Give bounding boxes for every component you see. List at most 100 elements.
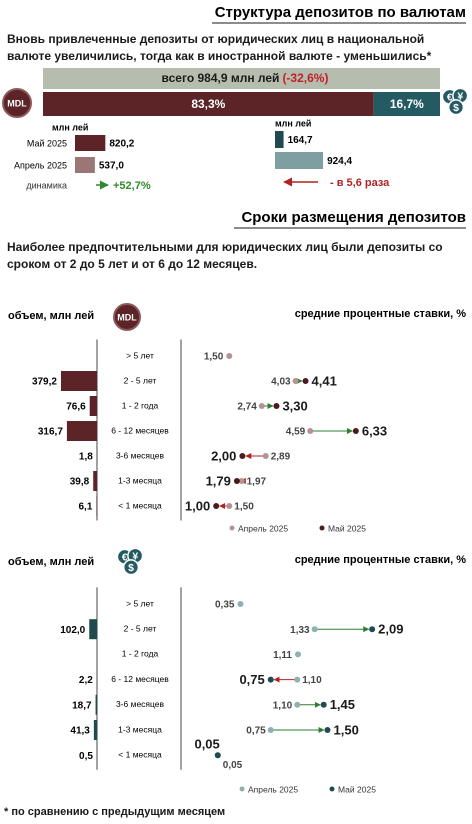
legend-dot <box>229 525 235 531</box>
rate-value: 1,45 <box>330 697 355 712</box>
terms-text: Наиболее предпочтительными для юридическ… <box>7 240 443 271</box>
bar <box>275 152 324 169</box>
category-label: < 1 месяца <box>118 749 162 759</box>
total-change: (-32,6%) <box>282 71 328 85</box>
rate-dot <box>352 428 359 434</box>
volume-value: 316,7 <box>38 427 63 438</box>
value-label: 537,0 <box>99 161 124 172</box>
rate-value: 1,00 <box>185 498 210 513</box>
legend-label: Апрель 2025 <box>238 523 288 533</box>
rate-value: 1,50 <box>234 502 254 513</box>
volume-bar <box>89 619 97 640</box>
category-label: 3-6 месяцев <box>116 450 165 460</box>
rate-value: 1,10 <box>273 700 293 711</box>
volume-bar <box>93 471 97 491</box>
category-label: 1-3 месяца <box>118 475 162 485</box>
volume-bar <box>96 496 97 516</box>
rate-value: 4,59 <box>286 427 306 438</box>
legend-label: Май 2025 <box>328 523 366 533</box>
category-label: 1 - 2 года <box>122 400 159 410</box>
fx-icon-text: $ <box>128 562 134 574</box>
fx-icon-text: $ <box>453 102 459 114</box>
legend-label: Май 2025 <box>338 784 376 794</box>
volume-bar <box>66 421 97 441</box>
total-text: всего 984,9 млн лей (-32,6%) <box>162 71 329 85</box>
rate-label: средние процентные ставки, % <box>295 308 466 320</box>
rate-dot <box>233 478 240 484</box>
rate-value: 2,74 <box>237 402 257 413</box>
rate-value: 0,75 <box>239 672 264 687</box>
rate-value: 0,75 <box>246 726 266 737</box>
mdl-icon <box>113 303 141 331</box>
category-label: 1 - 2 года <box>122 649 159 659</box>
fx-icon <box>122 559 140 576</box>
rate-dot <box>302 378 309 384</box>
rate-dot <box>273 403 280 409</box>
volume-label: объем, млн лей <box>8 556 94 568</box>
rate-dot <box>226 353 233 359</box>
rate-value: 1,10 <box>302 675 322 686</box>
rate-dot <box>267 676 274 683</box>
rate-value: 1,79 <box>206 473 231 488</box>
rate-value: 0,05 <box>223 760 243 771</box>
rate-dot <box>324 727 331 733</box>
share-label: 83,3% <box>191 97 225 111</box>
volume-value: 102,0 <box>60 625 85 636</box>
share-label: 16,7% <box>390 97 424 111</box>
legend-dot <box>329 786 335 792</box>
volume-value: 1,8 <box>79 452 93 463</box>
volume-value: 0,5 <box>79 751 93 762</box>
volume-value: 18,7 <box>72 700 92 711</box>
category-label: Май 2025 <box>27 138 67 148</box>
fx-icon-text: € <box>447 92 453 104</box>
rate-dot <box>294 676 301 683</box>
rate-dot <box>267 727 274 733</box>
legend-dot <box>239 786 245 792</box>
category-label: 6 - 12 месяцев <box>111 674 169 684</box>
rate-dot <box>258 403 265 409</box>
rate-value: 4,41 <box>312 373 337 388</box>
rate-dot <box>369 626 376 633</box>
rate-value: 1,50 <box>334 722 359 737</box>
rate-value: 0,35 <box>215 600 235 611</box>
rate-dot <box>320 701 327 708</box>
change-label: динамика <box>26 180 67 190</box>
volume-value: 6,1 <box>79 502 93 513</box>
rate-value: 2,00 <box>211 448 236 463</box>
rate-dot <box>307 428 314 434</box>
rate-dot <box>311 626 318 633</box>
category-label: 2 - 5 лет <box>124 623 157 633</box>
rate-value: 3,30 <box>282 398 307 413</box>
volume-bar <box>95 694 97 715</box>
volume-label: объем, млн лей <box>8 310 94 322</box>
value-label: 924,4 <box>327 156 352 167</box>
rate-dot <box>292 378 299 384</box>
rate-dot <box>294 651 301 658</box>
bar <box>275 131 284 148</box>
intro-text: Вновь привлеченные депозиты от юридическ… <box>7 32 432 63</box>
rate-value: 1,50 <box>204 352 224 363</box>
bar <box>75 135 106 151</box>
volume-value: 76,6 <box>66 402 86 413</box>
rate-dot <box>237 601 244 607</box>
mdl-icon <box>2 88 32 118</box>
fx-icon-text: ¥ <box>457 90 463 102</box>
category-label: Апрель 2025 <box>14 160 67 170</box>
rate-dot <box>262 453 269 459</box>
fx-icon-text: ¥ <box>132 550 138 562</box>
category-label: 3-6 месяцев <box>116 699 165 709</box>
category-label: > 5 лет <box>126 350 154 360</box>
fx-icon <box>447 99 465 116</box>
share-bar <box>43 92 374 116</box>
section-title: Структура депозитов по валютам <box>215 4 466 21</box>
total-label: всего 984,9 млн лей <box>162 71 280 85</box>
rate-dot <box>214 752 221 759</box>
rate-dot <box>294 701 301 708</box>
volume-value: 41,3 <box>70 726 90 737</box>
total-band <box>43 68 440 89</box>
rate-value: 6,33 <box>362 423 387 438</box>
volume-bar <box>93 720 97 740</box>
category-label: 2 - 5 лет <box>124 375 157 385</box>
